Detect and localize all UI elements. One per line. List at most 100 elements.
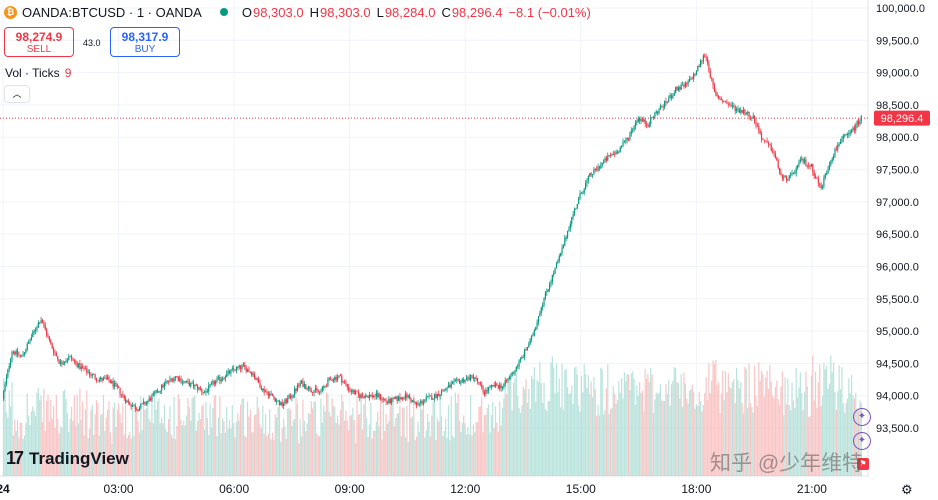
candle-body: [355, 391, 357, 395]
volume-bar: [123, 434, 125, 476]
price-tick-label: 95,500.0: [876, 294, 919, 306]
volume-bar: [713, 363, 716, 476]
candle-body: [392, 397, 394, 399]
candle-body: [385, 399, 387, 402]
volume-bar: [205, 402, 207, 476]
volume-bar: [148, 418, 150, 476]
volume-bar: [357, 414, 359, 476]
candle-body: [819, 183, 821, 185]
volume-bar: [190, 420, 192, 476]
volume-bar: [591, 397, 594, 476]
candle-body: [312, 391, 314, 393]
volume-bar: [162, 423, 164, 476]
gear-icon[interactable]: ⚙: [901, 482, 913, 497]
volume-bar: [475, 422, 477, 476]
volume-bar: [191, 397, 193, 476]
volume-legend[interactable]: Vol · Ticks 9: [5, 66, 71, 80]
volume-bar: [501, 407, 504, 476]
volume-bar: [478, 407, 480, 476]
symbol-title[interactable]: OANDA:BTCUSD · 1 · OANDA: [22, 4, 202, 20]
candle-body: [298, 385, 300, 387]
candle-body: [827, 168, 829, 174]
volume-bar: [291, 425, 293, 476]
sparkle-icon[interactable]: ✦: [853, 408, 871, 426]
volume-bar: [361, 429, 364, 476]
volume-bar: [29, 424, 31, 476]
tradingview-logo[interactable]: 17 TradingView: [6, 448, 129, 469]
volume-bar: [134, 408, 136, 476]
volume-bar: [731, 381, 734, 476]
candle-body: [233, 368, 235, 370]
volume-bar: [348, 430, 350, 476]
candle-body: [288, 395, 290, 399]
price-axis[interactable]: 100,000.0 99,500.0 99,000.0 98,500.0 98,000.…: [876, 3, 925, 435]
volume-bar: [571, 385, 573, 476]
volume-bar: [111, 443, 113, 476]
volume-bar: [273, 440, 275, 476]
sparkle-icon[interactable]: ✦: [853, 432, 871, 450]
candle-body: [457, 379, 459, 381]
volume-bar: [231, 405, 233, 476]
price-tick-label: 97,500.0: [876, 165, 919, 177]
flag-icon[interactable]: ⚑: [857, 458, 869, 470]
volume-bar: [69, 418, 71, 476]
candle-body: [672, 95, 674, 98]
candle-body: [806, 164, 808, 166]
candle-body: [339, 375, 341, 377]
time-tick-label: 15:00: [566, 482, 596, 496]
candle-body: [411, 400, 414, 402]
candle-body: [783, 177, 785, 179]
volume-bar: [489, 432, 491, 476]
volume-bar: [629, 390, 631, 476]
volume-bar: [659, 384, 662, 476]
sell-label: SELL: [26, 44, 52, 55]
candle-body: [397, 396, 400, 401]
buy-button[interactable]: 98,317.9 BUY: [110, 27, 180, 57]
volume-bar: [57, 418, 59, 476]
candle-body: [580, 193, 583, 194]
volume-bar: [644, 368, 646, 476]
candle-body: [542, 305, 544, 308]
candle-body: [325, 386, 328, 388]
candle-body: [43, 323, 45, 326]
volume-bar: [456, 402, 458, 476]
volume-bar: [140, 396, 142, 476]
volume-bar: [712, 360, 714, 476]
volume-bar: [97, 403, 99, 476]
collapse-legend-button[interactable]: ︿: [4, 85, 30, 103]
volume-bar: [48, 421, 51, 476]
time-axis[interactable]: 24 03:00 06:00 09:00 12:00 15:00 18:00 21:00: [0, 482, 827, 496]
volume-bar: [547, 400, 549, 476]
volume-bar: [237, 413, 239, 476]
candle-body: [813, 172, 815, 177]
candle-body: [305, 384, 307, 389]
volume-bar: [694, 408, 696, 476]
candle-body: [255, 377, 257, 380]
volume-bar: [242, 398, 244, 476]
volume-bar: [504, 381, 506, 476]
volume-bar: [472, 424, 474, 476]
volume-bar: [316, 433, 318, 476]
candle-body: [242, 364, 244, 366]
candle-body: [828, 164, 831, 169]
candle-body: [64, 361, 66, 364]
volume-bar: [253, 415, 256, 476]
candle-body: [626, 137, 628, 141]
volume-bar: [307, 412, 310, 476]
volume-bar: [507, 382, 509, 476]
volume-bar: [767, 389, 770, 476]
candle-body: [465, 378, 468, 380]
volume-bar: [397, 412, 400, 476]
candle-body: [460, 381, 462, 384]
sell-button[interactable]: 98,274.9 SELL: [4, 27, 74, 57]
volume-bar: [298, 443, 300, 476]
volume-bar: [119, 413, 121, 476]
volume-bar: [641, 390, 644, 476]
candle-body: [181, 381, 184, 383]
candle-body: [202, 391, 204, 393]
volume-bar: [576, 374, 578, 476]
candle-body: [675, 86, 677, 94]
candle-body: [650, 117, 652, 125]
volume-bar: [429, 436, 432, 476]
